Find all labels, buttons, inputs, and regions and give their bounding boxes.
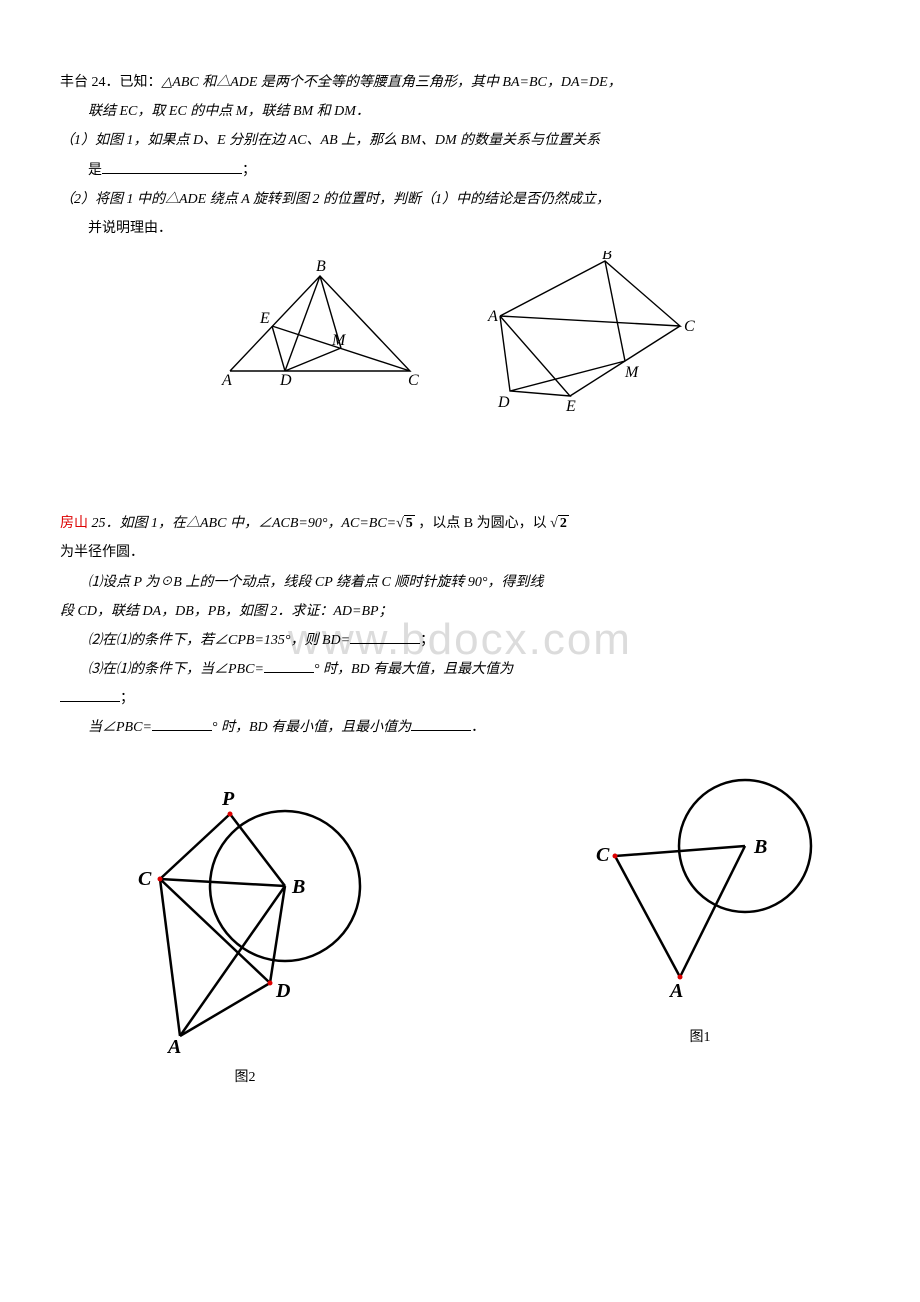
p2f2-B: B — [291, 876, 305, 898]
p2-fig2-caption: 图2 — [100, 1065, 390, 1090]
p2-prefix-rest: 25．如图 1，在△ABC 中，∠ACB=90°，AC=BC= — [88, 516, 396, 531]
p2-part4-a: 当∠PBC= — [88, 720, 152, 735]
fig1-E: E — [259, 310, 270, 327]
p1-line2: 联结 EC，取 EC 的中点 M，联结 BM 和 DM． — [60, 99, 860, 124]
sqrt5: √5 — [396, 515, 415, 531]
fig2-D: D — [497, 394, 510, 411]
p2f1-A: A — [668, 980, 683, 1002]
p2-part3-a: ⑶在⑴的条件下，当∠PBC= — [88, 662, 264, 677]
p1-part1: （1）如图 1，如果点 D、E 分别在边 AC、AB 上，那么 BM、DM 的数… — [60, 128, 860, 153]
p2-after-sqrt5: ，以点 B 为圆心，以 — [415, 516, 550, 531]
fig2-C: C — [684, 318, 695, 335]
p2f2-P: P — [221, 788, 235, 810]
p2-part3-end: ； — [60, 686, 860, 711]
p2-prefix-red: 房山 — [60, 516, 88, 531]
fig1-D: D — [279, 372, 292, 389]
p2-part3-semi: ； — [120, 691, 134, 706]
p2-part3-b: ° 时，BD 有最大值，且最大值为 — [314, 662, 513, 677]
fig2-A: A — [487, 308, 498, 325]
p2f1-C: C — [596, 844, 610, 866]
p1-figures: A B C D E M A B C D E M — [60, 251, 860, 421]
p2-part4: 当∠PBC= ° 时，BD 有最小值，且最小值为 ． — [60, 715, 860, 740]
p2-fig2-svg: P C B D A — [100, 761, 390, 1061]
p2-part4-period: ． — [471, 720, 485, 735]
p1-part2-text: （2）将图 1 中的△ADE 绕点 A 旋转到图 2 的位置时，判断（1）中的结… — [60, 192, 610, 207]
p2-blank3 — [264, 672, 314, 673]
p1-part2: （2）将图 1 中的△ADE 绕点 A 旋转到图 2 的位置时，判断（1）中的结… — [60, 187, 860, 212]
p2-fig2-wrap: P C B D A 图2 — [100, 761, 390, 1090]
p1-part1-semi: ； — [242, 163, 256, 178]
sqrt2: √2 — [550, 515, 569, 531]
p2-blank4 — [60, 701, 120, 702]
fig1-A: A — [221, 372, 232, 389]
p2-part1: ⑴设点 P 为☉B 上的一个动点，线段 CP 绕着点 C 顺时针旋转 90°，得… — [60, 570, 860, 595]
p1-part2-line2-text: 并说明理由． — [88, 221, 172, 236]
p1-fig2: A B C D E M — [470, 251, 710, 421]
sqrt5-rad: 5 — [404, 515, 415, 531]
p2f1-B: B — [753, 836, 767, 858]
p2-part3: ⑶在⑴的条件下，当∠PBC= ° 时，BD 有最大值，且最大值为 — [60, 657, 860, 682]
p2f2-A: A — [166, 1036, 181, 1058]
p2-fig1-svg: C B A — [570, 761, 830, 1021]
sqrt2-rad: 2 — [558, 515, 569, 531]
p2-part2-a: ⑵在⑴的条件下，若∠CPB=135°，则 BD= — [88, 633, 350, 648]
fig2-E: E — [565, 398, 576, 415]
p1-blank1 — [102, 173, 242, 174]
p1-prefix: 丰台 24．已知： — [60, 75, 162, 90]
p1-line1-rest: △ABC 和△ADE 是两个不全等的等腰直角三角形，其中 BA=BC，DA=DE… — [162, 75, 622, 90]
p2f2-D: D — [275, 980, 290, 1002]
p1-part1-text: （1）如图 1，如果点 D、E 分别在边 AC、AB 上，那么 BM、DM 的数… — [60, 133, 600, 148]
p1-fig1: A B C D E M — [210, 251, 430, 391]
fig1-M: M — [331, 332, 347, 349]
p2-blank6 — [411, 730, 471, 731]
p2-figures: P C B D A 图2 C B A — [60, 761, 860, 1090]
fig1-B: B — [316, 258, 326, 275]
p2-part4-b: ° 时，BD 有最小值，且最小值为 — [212, 720, 411, 735]
p2-part1b: 段 CD，联结 DA，DB，PB，如图 2．求证：AD=BP； — [60, 599, 860, 624]
p2-blank2 — [350, 643, 420, 644]
fig2-B: B — [602, 251, 612, 263]
p2-fig1-caption: 图1 — [570, 1025, 830, 1050]
p1-part2-line2: 并说明理由． — [60, 216, 860, 241]
p2-line1: 房山 25．如图 1，在△ABC 中，∠ACB=90°，AC=BC=√5 ，以点… — [60, 511, 860, 536]
p1-part1-shi: 是 — [88, 163, 102, 178]
p2-part2-semi: ； — [420, 633, 434, 648]
p1-part1-end: 是； — [60, 158, 860, 183]
p2-fig1-wrap: C B A 图1 — [570, 761, 830, 1050]
fig2-M: M — [624, 364, 640, 381]
p2f2-C: C — [138, 868, 152, 890]
p1-line1: 丰台 24．已知：△ABC 和△ADE 是两个不全等的等腰直角三角形，其中 BA… — [60, 70, 860, 95]
p2-blank5 — [152, 730, 212, 731]
fig1-C: C — [408, 372, 419, 389]
p2-line1-end: 为半径作圆． — [60, 540, 860, 565]
p1-line2-text: 联结 EC，取 EC 的中点 M，联结 BM 和 DM． — [88, 104, 370, 119]
p2-part2: ⑵在⑴的条件下，若∠CPB=135°，则 BD= ； — [60, 628, 860, 653]
